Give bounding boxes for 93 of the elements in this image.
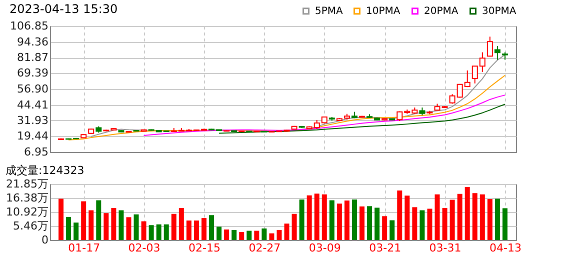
candlestick xyxy=(494,45,500,60)
bar xyxy=(306,195,312,240)
bar xyxy=(224,229,230,240)
bar xyxy=(201,218,206,240)
legend-label: 10PMA xyxy=(366,6,400,18)
line-series xyxy=(68,74,506,140)
bar xyxy=(352,200,357,240)
bar xyxy=(292,214,297,240)
bar xyxy=(420,210,425,240)
bar xyxy=(262,228,267,240)
bar xyxy=(412,207,418,240)
bar xyxy=(148,225,154,240)
bar xyxy=(186,220,192,240)
y-tick-label: 10.92万 xyxy=(6,206,48,219)
bar xyxy=(344,200,350,240)
bar xyxy=(487,198,492,240)
legend-label: 5PMA xyxy=(315,6,344,18)
bar xyxy=(96,200,102,240)
bar xyxy=(134,214,139,240)
bar xyxy=(66,216,72,240)
y-tick-label: 44.41 xyxy=(17,98,48,112)
bar xyxy=(58,198,64,240)
y-tick-label: 69.39 xyxy=(17,66,48,80)
y-tick-label: 19.44 xyxy=(17,130,48,143)
bar xyxy=(382,216,388,240)
x-tick-label: 03-09 xyxy=(308,242,341,254)
bar xyxy=(314,194,320,240)
x-tick-label: 03-21 xyxy=(369,242,402,254)
bar xyxy=(457,194,462,240)
line-series xyxy=(218,104,506,134)
bar xyxy=(269,233,274,240)
chart-title: 2023-04-13 15:30 xyxy=(10,2,118,16)
y-tick-label: 81.87 xyxy=(17,51,48,64)
y-tick-label: 6.95 xyxy=(24,146,48,158)
bar xyxy=(111,208,116,240)
y-tick-label: 0 xyxy=(42,234,48,246)
bar xyxy=(246,230,252,240)
bar xyxy=(284,224,290,240)
x-tick-label: 03-31 xyxy=(429,242,462,254)
legend-label: 30PMA xyxy=(482,6,516,18)
bar xyxy=(104,213,109,240)
bar xyxy=(427,208,432,240)
bar xyxy=(450,200,455,240)
bar xyxy=(276,230,282,240)
y-tick-label: 21.85万 xyxy=(6,178,48,190)
candlestick xyxy=(486,36,493,58)
bar xyxy=(367,206,372,240)
y-tick-label: 31.93 xyxy=(17,114,48,127)
bar xyxy=(329,200,334,240)
bar xyxy=(239,232,244,240)
bar xyxy=(390,220,395,240)
bar xyxy=(472,193,478,240)
bar xyxy=(404,196,410,240)
bar xyxy=(216,226,222,240)
bar xyxy=(254,230,260,240)
x-tick-label: 01-17 xyxy=(68,242,100,254)
y-tick-label: 16.38万 xyxy=(6,192,48,205)
x-tick-label: 02-27 xyxy=(248,242,281,254)
y-tick-label: 5.46万 xyxy=(13,220,48,233)
bar xyxy=(397,190,402,240)
y-tick-label: 106.85 xyxy=(10,20,48,32)
bar xyxy=(374,208,380,240)
bar xyxy=(336,204,342,240)
bar xyxy=(299,200,304,240)
legend-label: 20PMA xyxy=(424,6,458,18)
bar xyxy=(322,194,327,240)
bar xyxy=(88,210,94,240)
line-series xyxy=(143,94,506,136)
bar xyxy=(480,194,485,240)
bar xyxy=(442,208,448,240)
bar xyxy=(194,220,199,240)
bar xyxy=(209,215,214,240)
x-tick-label: 02-03 xyxy=(128,242,160,254)
bar xyxy=(171,214,176,240)
bar xyxy=(164,224,169,240)
bar xyxy=(232,230,237,240)
bar xyxy=(74,222,79,240)
bar xyxy=(502,208,508,240)
x-tick-label: 04-13 xyxy=(489,242,522,254)
bar xyxy=(464,186,470,240)
chart-title: 成交量:124323 xyxy=(6,164,84,177)
bar xyxy=(156,224,162,240)
bar xyxy=(360,206,365,240)
bar xyxy=(141,221,146,240)
bar xyxy=(81,201,86,240)
bar xyxy=(178,208,184,240)
y-tick-label: 94.36 xyxy=(17,35,48,48)
y-tick-label: 56.90 xyxy=(17,82,48,96)
bar xyxy=(494,198,500,240)
bar xyxy=(118,210,124,240)
bar xyxy=(434,194,440,240)
x-tick-label: 02-15 xyxy=(188,242,220,254)
bar xyxy=(126,217,132,240)
